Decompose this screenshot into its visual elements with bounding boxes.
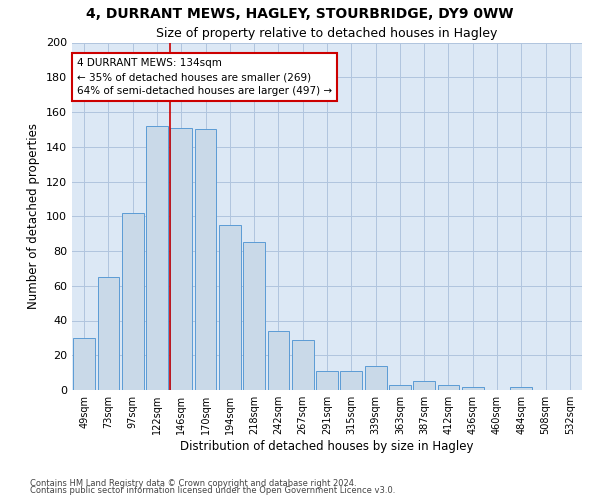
X-axis label: Distribution of detached houses by size in Hagley: Distribution of detached houses by size … bbox=[180, 440, 474, 453]
Bar bbox=[146, 126, 168, 390]
Bar bbox=[340, 371, 362, 390]
Bar bbox=[97, 277, 119, 390]
Bar bbox=[243, 242, 265, 390]
Bar bbox=[292, 340, 314, 390]
Bar bbox=[437, 385, 460, 390]
Bar bbox=[413, 382, 435, 390]
Bar bbox=[511, 386, 532, 390]
Text: 4 DURRANT MEWS: 134sqm
← 35% of detached houses are smaller (269)
64% of semi-de: 4 DURRANT MEWS: 134sqm ← 35% of detached… bbox=[77, 58, 332, 96]
Bar bbox=[268, 331, 289, 390]
Text: Contains HM Land Registry data © Crown copyright and database right 2024.: Contains HM Land Registry data © Crown c… bbox=[30, 478, 356, 488]
Title: Size of property relative to detached houses in Hagley: Size of property relative to detached ho… bbox=[157, 27, 497, 40]
Text: Contains public sector information licensed under the Open Government Licence v3: Contains public sector information licen… bbox=[30, 486, 395, 495]
Bar bbox=[170, 128, 192, 390]
Bar bbox=[462, 386, 484, 390]
Bar bbox=[365, 366, 386, 390]
Bar bbox=[122, 213, 143, 390]
Bar bbox=[73, 338, 95, 390]
Bar bbox=[219, 225, 241, 390]
Y-axis label: Number of detached properties: Number of detached properties bbox=[28, 123, 40, 309]
Bar bbox=[389, 385, 411, 390]
Bar bbox=[316, 371, 338, 390]
Text: 4, DURRANT MEWS, HAGLEY, STOURBRIDGE, DY9 0WW: 4, DURRANT MEWS, HAGLEY, STOURBRIDGE, DY… bbox=[86, 8, 514, 22]
Bar bbox=[194, 130, 217, 390]
